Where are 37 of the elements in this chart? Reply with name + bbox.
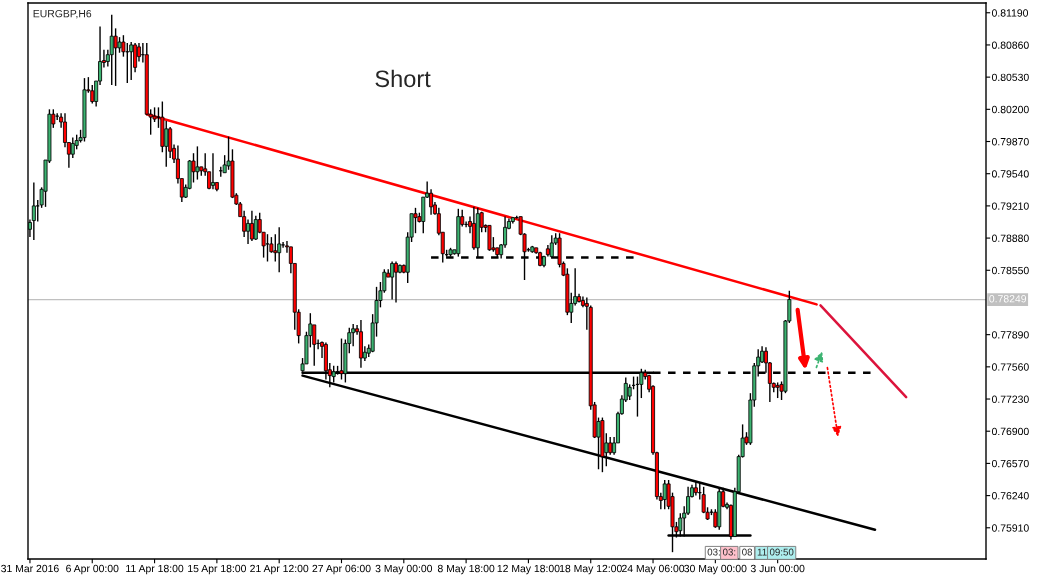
x-tick-label: 31 Mar 2016 xyxy=(1,564,59,573)
y-tick-label: 0.75910 xyxy=(991,524,1029,532)
annotation: 09:50 xyxy=(769,548,794,556)
annotation: 11 xyxy=(757,548,767,556)
y-tick-label: 0.79540 xyxy=(991,170,1029,178)
x-tick-label: 3 Jun 00:00 xyxy=(750,564,805,573)
x-tick-label: 15 Apr 18:00 xyxy=(188,564,247,575)
annotation: Short xyxy=(375,69,431,88)
x-tick-label: 24 May 06:00 xyxy=(622,564,685,575)
y-tick-label: 0.80200 xyxy=(991,105,1029,114)
y-tick-label: 0.79210 xyxy=(991,202,1029,210)
x-tick-label: 18 May 12:00 xyxy=(559,564,622,575)
annotation: 03: xyxy=(722,548,736,556)
x-tick-label: 27 Apr 06:00 xyxy=(312,564,371,575)
y-tick-label: 0.80530 xyxy=(991,73,1029,82)
annotation: 03: xyxy=(707,548,720,556)
y-tick-label: 0.80860 xyxy=(991,41,1029,49)
x-tick-label: 12 May 18:00 xyxy=(497,564,560,575)
y-tick-label: 0.76900 xyxy=(991,427,1029,436)
annotation: 08 xyxy=(742,548,753,556)
x-tick-label: 3 May 00:00 xyxy=(375,564,433,575)
y-tick-label: 0.76240 xyxy=(991,492,1029,500)
y-tick-label: 0.77560 xyxy=(991,363,1029,371)
x-tick-label: 8 May 18:00 xyxy=(437,564,495,575)
x-tick-label: 30 May 00:00 xyxy=(684,564,747,575)
x-tick-label: 6 Apr 00:00 xyxy=(66,564,119,575)
y-tick-label: 0.81190 xyxy=(991,9,1029,17)
y-tick-label: 0.77230 xyxy=(991,395,1029,403)
x-tick-label: 21 Apr 12:00 xyxy=(250,564,309,575)
text: EURGBP,H6 xyxy=(33,9,92,19)
y-tick-label: 0.78880 xyxy=(991,234,1029,242)
y-tick-label: 0.78550 xyxy=(991,266,1029,275)
x-tick-label: 11 Apr 18:00 xyxy=(126,564,184,575)
y-tick-label: 0.76570 xyxy=(991,459,1029,468)
y-tick-label: 0.77890 xyxy=(991,331,1029,339)
ref-line-label: 0.78249 xyxy=(989,295,1027,303)
y-tick-label: 0.79870 xyxy=(991,138,1029,146)
